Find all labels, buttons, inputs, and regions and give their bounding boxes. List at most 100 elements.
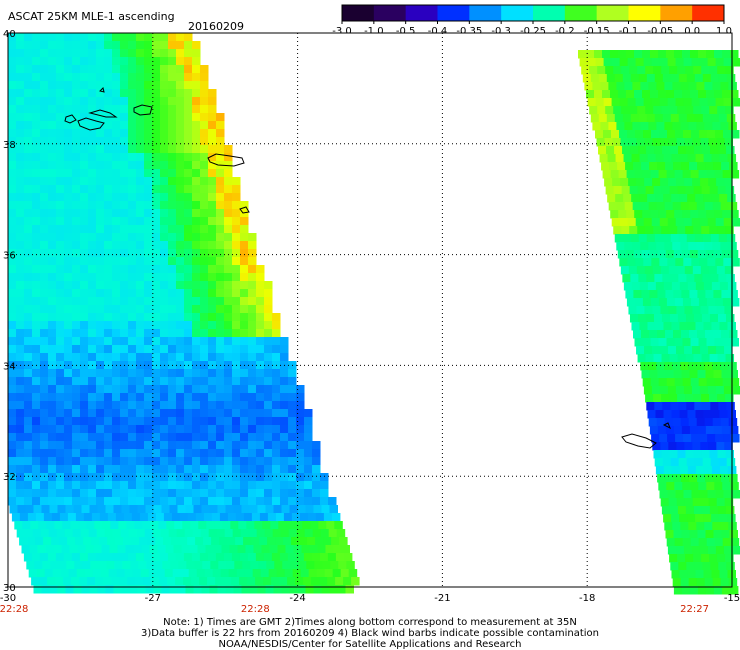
wind-cell [112, 241, 121, 250]
wind-cell [96, 401, 105, 410]
wind-cell [136, 169, 145, 178]
wind-cell [184, 297, 193, 306]
wind-cell [704, 362, 713, 371]
wind-cell [724, 498, 734, 507]
wind-cell [192, 337, 201, 346]
wind-cell [152, 113, 161, 122]
wind-cell [636, 266, 646, 275]
wind-cell [666, 210, 675, 219]
wind-cell [272, 329, 281, 338]
wind-cell [199, 577, 208, 586]
wind-cell [317, 545, 326, 554]
wind-cell [136, 73, 145, 82]
wind-cell [224, 377, 233, 386]
wind-cell [315, 537, 324, 546]
wind-cell [628, 306, 637, 315]
wind-cell [86, 521, 95, 530]
wind-cell [728, 82, 737, 91]
wind-cell [160, 281, 169, 290]
wind-cell [32, 177, 41, 186]
wind-cell [704, 202, 714, 211]
wind-cell [72, 169, 81, 178]
wind-cell [256, 377, 265, 386]
wind-cell [601, 162, 610, 171]
wind-cell [112, 265, 121, 274]
colorbar-tick-label: -0.3 [491, 26, 511, 37]
wind-cell [216, 401, 225, 410]
wind-cell [652, 138, 662, 147]
wind-cell [624, 242, 633, 251]
wind-cell [72, 97, 81, 106]
wind-cell [634, 50, 643, 59]
wind-cell [192, 393, 201, 402]
wind-cell [172, 569, 182, 578]
wind-cell [128, 97, 137, 106]
wind-cell [656, 418, 666, 427]
wind-cell [216, 489, 225, 498]
wind-cell [32, 337, 41, 346]
wind-cell [679, 322, 688, 331]
wind-cell [144, 489, 153, 498]
wind-cell [218, 561, 227, 570]
wind-cell [651, 258, 660, 267]
wind-cell [690, 482, 699, 491]
wind-cell [120, 305, 129, 314]
wind-cell [104, 409, 113, 418]
wind-cell [8, 49, 17, 58]
wind-cell [683, 258, 692, 267]
wind-cell [25, 505, 34, 514]
wind-cell [729, 162, 738, 171]
wind-cell [216, 193, 225, 202]
wind-cell [202, 561, 211, 570]
wind-cell [8, 353, 17, 362]
wind-cell [72, 201, 81, 210]
wind-cell [232, 529, 242, 538]
wind-cell [174, 521, 183, 530]
wind-cell [682, 482, 691, 491]
wind-cell [40, 49, 49, 58]
wind-cell [56, 41, 65, 50]
wind-cell [72, 249, 81, 258]
wind-cell [722, 338, 732, 347]
wind-cell [168, 49, 177, 58]
wind-cell [107, 513, 117, 522]
wind-cell [320, 497, 329, 506]
wind-cell [72, 425, 81, 434]
wind-cell [728, 242, 737, 251]
wind-cell [88, 305, 97, 314]
wind-cell [80, 345, 89, 354]
wind-cell [80, 209, 89, 218]
wind-cell [668, 306, 677, 315]
wind-cell [176, 233, 185, 242]
wind-cell [638, 234, 648, 243]
wind-cell [692, 306, 701, 315]
wind-cell [104, 393, 113, 402]
wind-cell [32, 425, 41, 434]
wind-cell [208, 209, 217, 218]
wind-cell [40, 313, 49, 322]
wind-cell [16, 169, 25, 178]
wind-cell [208, 97, 217, 106]
wind-cell [28, 569, 38, 578]
wind-cell [96, 425, 105, 434]
wind-cell [136, 81, 145, 90]
wind-cell [136, 281, 145, 290]
wind-cell [80, 305, 89, 314]
wind-cell [711, 322, 720, 331]
wind-cell [702, 458, 712, 467]
wind-cell [702, 274, 711, 283]
wind-cell [596, 138, 606, 147]
wind-cell [8, 145, 17, 154]
wind-cell [248, 313, 257, 322]
wind-cell [147, 537, 156, 546]
wind-cell [40, 121, 49, 130]
wind-cell [32, 233, 41, 242]
wind-cell [284, 569, 294, 578]
wind-cell [671, 282, 681, 291]
wind-cell [168, 185, 177, 194]
wind-cell [24, 177, 33, 186]
wind-cell [16, 209, 25, 218]
wind-cell [660, 266, 670, 275]
wind-cell [714, 50, 723, 59]
wind-cell [705, 586, 715, 595]
